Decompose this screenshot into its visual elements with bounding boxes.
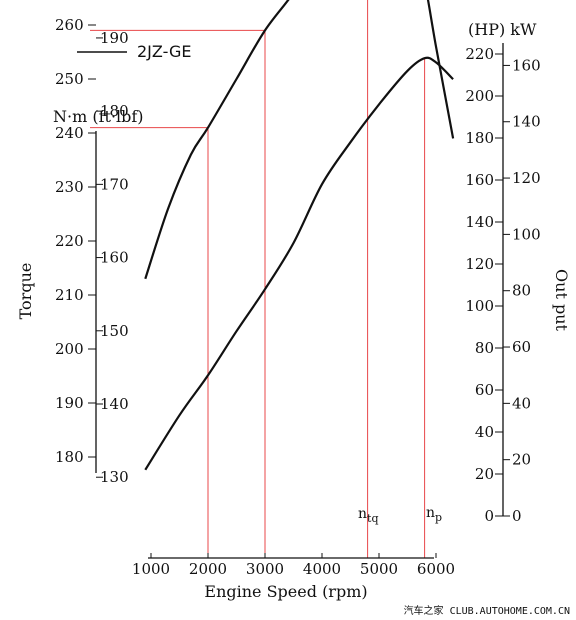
kw-tick-label-0: 0 (512, 507, 522, 525)
hp-tick-label-220: 220 (465, 45, 494, 63)
hp-tick-label-40: 40 (475, 423, 494, 441)
hp-tick-label-160: 160 (465, 171, 494, 189)
axis-labels: 1000 2000 3000 4000 5000 60001801902002102202… (55, 16, 541, 578)
ftlbf-tick-label-170: 170 (100, 175, 129, 193)
ftlbf-tick-label-180: 180 (100, 102, 129, 120)
np-annotation: np (426, 505, 442, 524)
ftlbf-tick-label-150: 150 (100, 322, 129, 340)
ftlbf-tick-label-190: 190 (100, 29, 129, 47)
nm-tick-label-250: 250 (55, 70, 84, 88)
hp-tick-label-140: 140 (465, 213, 494, 231)
hp-tick-label-80: 80 (475, 339, 494, 357)
nm-tick-label-230: 230 (55, 178, 84, 196)
power-curve (144, 56, 454, 471)
x-tick-label-3000: 3000 (246, 560, 284, 578)
kw-tick-label-100: 100 (512, 225, 541, 243)
nm-tick-label-210: 210 (55, 286, 84, 304)
kw-tick-label-80: 80 (512, 282, 531, 300)
nm-tick-label-260: 260 (55, 16, 84, 34)
hp-tick-label-20: 20 (475, 465, 494, 483)
hp-tick-label-60: 60 (475, 381, 494, 399)
hp-tick-label-120: 120 (465, 255, 494, 273)
kw-tick-label-120: 120 (512, 169, 541, 187)
hp-tick-label-100: 100 (465, 297, 494, 315)
curves (144, 0, 455, 471)
x-tick-label-2000: 2000 (189, 560, 227, 578)
torque-unit-label: N·m (ft·lbf) (53, 107, 144, 126)
kw-tick-label-60: 60 (512, 338, 531, 356)
ftlbf-tick-label-160: 160 (100, 249, 129, 267)
x-tick-label-1000: 1000 (132, 560, 170, 578)
x-tick-label-5000: 5000 (360, 560, 398, 578)
x-axis-title: Engine Speed (rpm) (204, 582, 367, 601)
nm-tick-label-240: 240 (55, 124, 84, 142)
kw-tick-label-40: 40 (512, 394, 531, 412)
x-tick-label-6000: 6000 (417, 560, 455, 578)
reference-lines (90, 0, 426, 558)
nm-tick-label-200: 200 (55, 340, 84, 358)
nm-tick-label-190: 190 (55, 394, 84, 412)
hp-tick-label-0: 0 (484, 507, 494, 525)
hp-tick-label-200: 200 (465, 87, 494, 105)
legend-label: 2JZ-GE (137, 42, 191, 61)
ftlbf-tick-label-130: 130 (100, 468, 129, 486)
nm-tick-label-220: 220 (55, 232, 84, 250)
ntq-main: n (358, 506, 367, 522)
np-main: n (426, 505, 435, 521)
x-tick-label-4000: 4000 (303, 560, 341, 578)
kw-tick-label-160: 160 (512, 56, 541, 74)
torque-axis-title: Torque (16, 263, 35, 320)
torque-curve (144, 0, 455, 280)
axes (88, 24, 510, 559)
np-sub: p (435, 511, 442, 524)
power-unit-label: (HP) kW (468, 20, 537, 39)
ntq-sub: tq (367, 512, 378, 525)
nm-tick-label-180: 180 (55, 448, 84, 466)
ntq-annotation: ntq (358, 506, 379, 525)
ftlbf-tick-label-140: 140 (100, 395, 129, 413)
power-axis-title: Out put (552, 269, 571, 331)
kw-tick-label-20: 20 (512, 451, 531, 469)
hp-tick-label-180: 180 (465, 129, 494, 147)
kw-tick-label-140: 140 (512, 113, 541, 131)
watermark: 汽车之家 CLUB.AUTOHOME.COM.CN (404, 604, 570, 617)
